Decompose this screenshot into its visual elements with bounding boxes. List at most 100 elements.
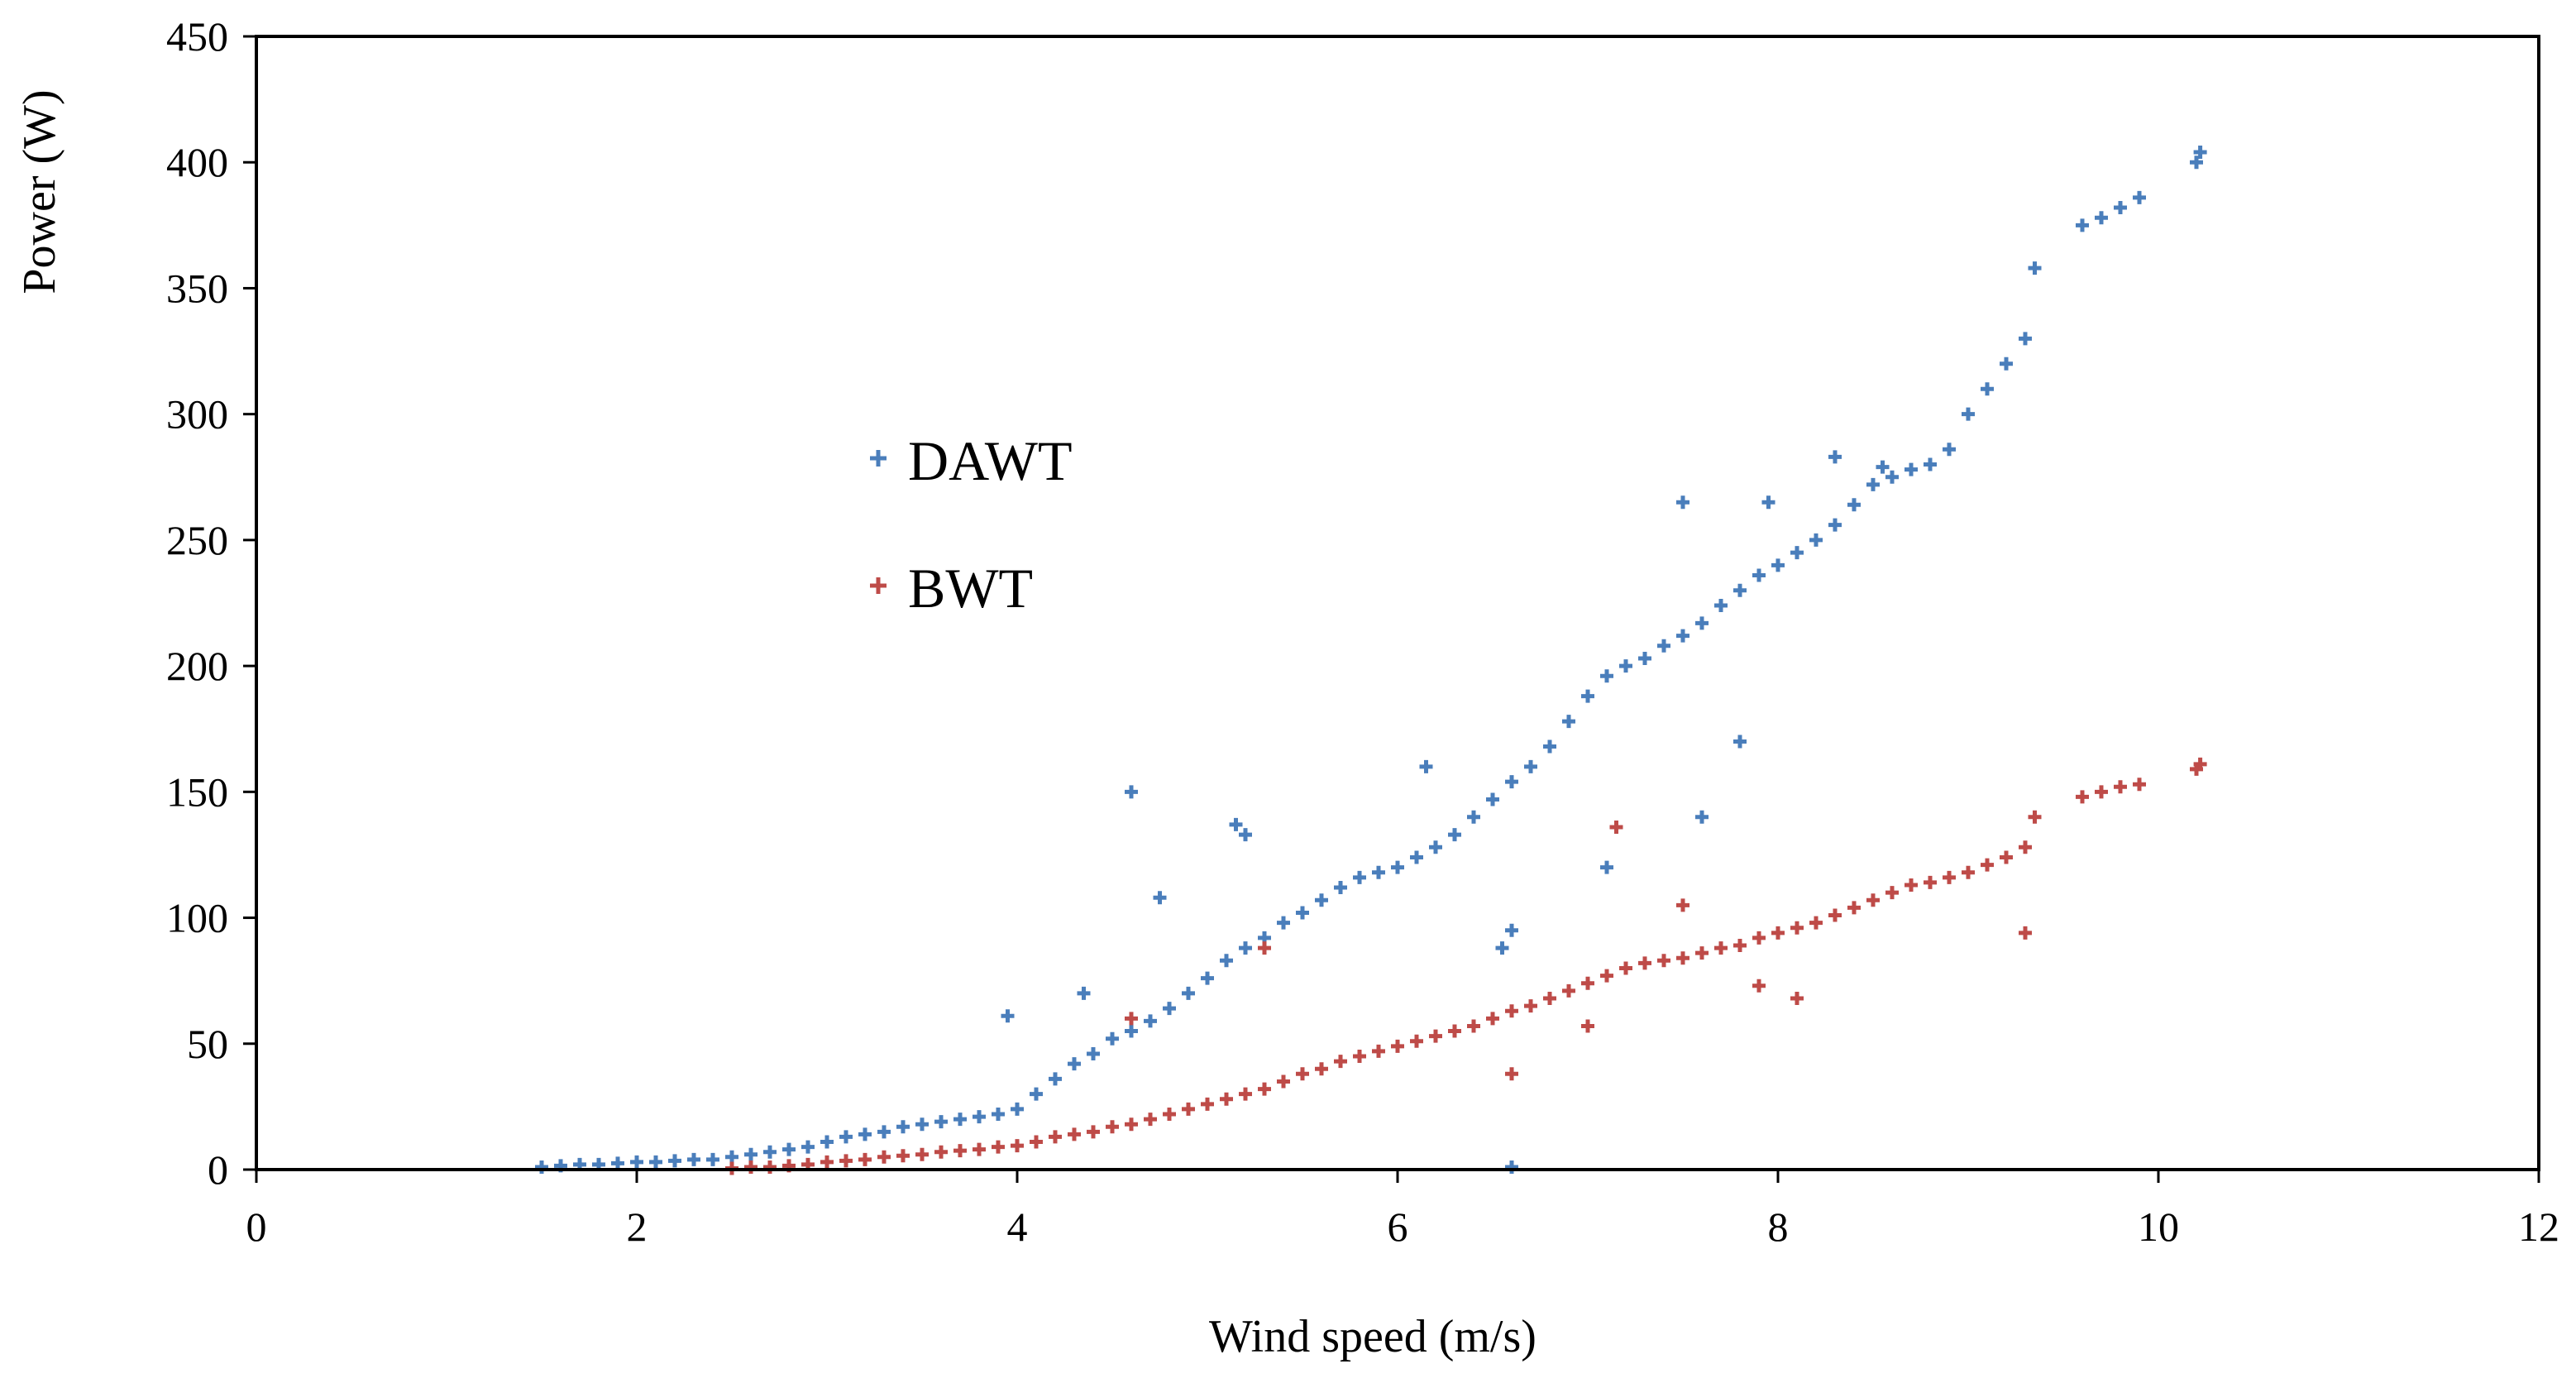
- data-point-bwt: [2193, 757, 2207, 771]
- data-point-bwt: [1505, 1067, 1518, 1081]
- data-point-dawt: [611, 1156, 624, 1170]
- data-point-dawt: [934, 1115, 948, 1129]
- data-point-bwt: [2076, 790, 2089, 804]
- data-point-dawt: [1505, 923, 1518, 937]
- data-point-dawt: [1068, 1057, 1081, 1071]
- data-point-dawt: [1220, 954, 1233, 968]
- data-point-bwt: [1429, 1029, 1442, 1043]
- data-point-dawt: [1695, 616, 1709, 630]
- data-point-dawt: [1125, 1024, 1138, 1038]
- data-point-dawt: [782, 1142, 796, 1156]
- data-point-dawt: [973, 1110, 986, 1124]
- data-point-dawt: [1638, 651, 1651, 665]
- data-point-bwt: [1011, 1139, 1024, 1153]
- data-point-dawt: [1410, 850, 1423, 864]
- data-point-bwt: [1372, 1044, 1385, 1058]
- data-point-dawt: [1676, 629, 1689, 643]
- data-point-bwt: [1733, 939, 1747, 953]
- data-point-dawt: [2000, 357, 2013, 371]
- data-point-bwt: [992, 1140, 1005, 1154]
- data-point-bwt: [2095, 785, 2108, 799]
- legend-label-dawt: DAWT: [908, 429, 1073, 492]
- data-point-dawt: [1277, 916, 1290, 930]
- data-point-bwt: [1905, 878, 1918, 892]
- data-point-dawt: [1695, 810, 1709, 824]
- data-point-dawt: [801, 1140, 815, 1154]
- y-tick-label: 400: [166, 139, 228, 185]
- data-point-dawt: [1239, 828, 1252, 842]
- y-tick-label: 50: [187, 1021, 228, 1067]
- data-point-dawt: [1885, 470, 1899, 484]
- data-point-dawt: [763, 1145, 777, 1159]
- data-point-dawt: [1600, 860, 1613, 874]
- data-point-dawt: [1106, 1031, 1119, 1046]
- y-tick-label: 100: [166, 895, 228, 941]
- y-tick-label: 150: [166, 768, 228, 815]
- plot-area-border: [255, 35, 2540, 1171]
- data-point-bwt: [2133, 778, 2146, 792]
- x-tick-label: 8: [1768, 1204, 1789, 1250]
- data-point-bwt: [1676, 898, 1689, 912]
- data-point-dawt: [1905, 462, 1918, 476]
- data-point-bwt: [1277, 1074, 1290, 1089]
- data-point-dawt: [744, 1147, 758, 1161]
- data-point-bwt: [1334, 1055, 1347, 1069]
- data-point-dawt: [1144, 1014, 1157, 1028]
- legend: DAWT BWT: [870, 429, 1073, 620]
- data-point-dawt: [1001, 1009, 1015, 1023]
- data-point-bwt: [1068, 1127, 1081, 1141]
- data-point-bwt: [1562, 983, 1575, 998]
- data-point-dawt: [877, 1125, 891, 1139]
- tick-labels: 0 2 4 6 8 10 12 0 50 100 150 200 250 300 350 400 450: [166, 13, 2559, 1250]
- x-tick-label: 2: [627, 1204, 648, 1250]
- data-point-bwt: [915, 1147, 929, 1161]
- data-point-dawt: [1619, 659, 1632, 673]
- data-point-dawt: [2095, 211, 2108, 225]
- data-point-dawt: [725, 1150, 738, 1164]
- data-point-bwt: [1885, 886, 1899, 900]
- data-point-dawt: [2028, 261, 2042, 275]
- data-point-bwt: [896, 1149, 910, 1163]
- data-point-bwt: [1467, 1019, 1480, 1033]
- data-point-bwt: [1790, 921, 1804, 935]
- data-point-bwt: [934, 1145, 948, 1159]
- data-point-dawt: [1011, 1102, 1024, 1116]
- data-point-dawt: [1467, 810, 1480, 824]
- data-point-dawt: [1182, 986, 1195, 1000]
- data-point-bwt: [1448, 1024, 1461, 1038]
- data-point-dawt: [1049, 1072, 1062, 1086]
- data-point-dawt: [1847, 498, 1861, 512]
- data-point-dawt: [1296, 906, 1309, 920]
- data-point-bwt: [1981, 858, 1994, 872]
- data-point-dawt: [1315, 893, 1328, 907]
- data-point-bwt: [744, 1160, 758, 1174]
- y-tick-label: 350: [166, 265, 228, 311]
- data-point-dawt: [1752, 568, 1766, 582]
- data-point-bwt: [2114, 780, 2127, 794]
- data-point-dawt: [687, 1152, 700, 1166]
- data-point-bwt: [1182, 1102, 1195, 1116]
- y-tick-label: 0: [208, 1146, 228, 1193]
- data-point-dawt: [630, 1155, 643, 1169]
- data-point-bwt: [1486, 1012, 1499, 1026]
- data-point-bwt: [2000, 850, 2013, 864]
- data-point-dawt: [992, 1108, 1005, 1122]
- data-point-dawt: [2133, 190, 2146, 204]
- data-point-bwt: [953, 1144, 967, 1158]
- y-tick-label: 300: [166, 391, 228, 438]
- x-tick-label: 6: [1388, 1204, 1408, 1250]
- data-point-bwt: [1866, 893, 1880, 907]
- data-point-bwt: [1030, 1135, 1043, 1149]
- data-point-dawt: [2193, 146, 2207, 160]
- data-point-dawt: [1495, 941, 1509, 955]
- data-point-bwt: [1125, 1012, 1138, 1026]
- legend-marker-bwt: [870, 577, 887, 594]
- data-point-bwt: [1239, 1087, 1252, 1101]
- data-point-dawt: [1229, 817, 1243, 831]
- data-point-dawt: [1505, 775, 1518, 789]
- data-point-dawt: [1828, 450, 1842, 464]
- data-point-dawt: [1771, 558, 1785, 572]
- data-point-bwt: [1600, 969, 1613, 983]
- data-point-dawt: [1733, 583, 1747, 597]
- series-bwt: [725, 757, 2207, 1175]
